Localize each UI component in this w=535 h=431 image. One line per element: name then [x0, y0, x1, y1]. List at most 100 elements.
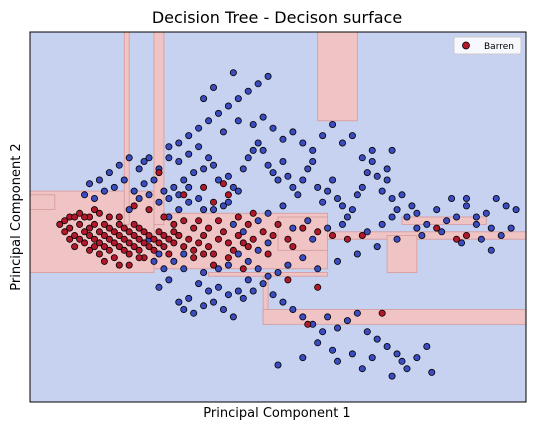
y-axis-label: Principal Component 2	[9, 143, 24, 290]
point-other-68	[418, 231, 426, 239]
point-other-148	[319, 132, 327, 140]
point-other-149	[329, 121, 337, 129]
point-other-140	[219, 128, 227, 136]
point-barren-29	[115, 231, 123, 239]
point-other-120	[314, 339, 322, 347]
point-other-144	[279, 135, 287, 143]
point-barren-87	[462, 231, 470, 239]
point-barren-88	[234, 213, 242, 221]
point-other-214	[200, 268, 208, 276]
point-other-196	[388, 213, 396, 221]
point-barren-11	[86, 231, 94, 239]
point-other-156	[145, 154, 153, 162]
point-other-146	[299, 139, 307, 147]
point-other-8	[175, 157, 183, 165]
point-other-162	[100, 187, 108, 195]
point-barren-80	[299, 224, 307, 232]
point-other-102	[324, 313, 332, 321]
point-other-213	[264, 239, 272, 247]
point-other-20	[249, 146, 257, 154]
point-other-159	[130, 187, 138, 195]
point-other-174	[160, 187, 168, 195]
point-barren-38	[130, 231, 138, 239]
point-barren-116	[190, 254, 198, 262]
point-other-52	[408, 202, 416, 210]
point-barren-65	[210, 250, 218, 258]
point-barren-117	[200, 250, 208, 258]
point-barren-66	[214, 235, 222, 243]
point-other-135	[264, 72, 272, 80]
point-other-126	[175, 139, 183, 147]
point-barren-55	[165, 250, 173, 258]
point-barren-61	[190, 246, 198, 254]
point-barren-22	[105, 224, 113, 232]
point-other-63	[512, 206, 520, 214]
point-barren-120	[239, 265, 247, 273]
point-barren-30	[115, 243, 123, 251]
point-other-110	[398, 357, 406, 365]
point-other-134	[254, 80, 262, 88]
point-other-182	[219, 202, 227, 210]
point-other-97	[279, 298, 287, 306]
point-other-171	[135, 194, 143, 202]
point-other-132	[234, 95, 242, 103]
point-barren-93	[190, 224, 198, 232]
point-other-25	[274, 176, 282, 184]
point-other-9	[185, 150, 193, 158]
chart-title: Decision Tree - Decison surface	[152, 8, 402, 27]
point-barren-126	[378, 309, 386, 317]
point-other-89	[200, 302, 208, 310]
point-other-191	[309, 235, 317, 243]
point-barren-35	[125, 239, 133, 247]
point-barren-68	[224, 239, 232, 247]
point-other-169	[86, 180, 94, 188]
point-other-130	[214, 109, 222, 117]
point-other-60	[482, 209, 490, 217]
point-barren-47	[145, 243, 153, 251]
x-axis-label: Principal Component 1	[203, 406, 350, 421]
surface-region-barren-6	[317, 32, 358, 122]
point-other-203	[507, 224, 515, 232]
point-barren-5	[71, 243, 79, 251]
point-barren-19	[100, 220, 108, 228]
point-other-186	[254, 217, 262, 225]
point-other-28	[289, 183, 297, 191]
point-barren-128	[284, 276, 292, 284]
point-other-119	[274, 361, 282, 369]
point-barren-40	[135, 224, 143, 232]
point-other-116	[358, 365, 366, 373]
point-other-84	[195, 280, 203, 288]
point-barren-100	[105, 213, 113, 221]
point-other-86	[175, 298, 183, 306]
point-barren-43	[140, 228, 148, 236]
point-other-23	[264, 161, 272, 169]
point-other-166	[115, 161, 123, 169]
point-barren-46	[145, 231, 153, 239]
point-barren-26	[110, 239, 118, 247]
point-other-16	[229, 183, 237, 191]
point-other-26	[279, 157, 287, 165]
point-other-11	[195, 143, 203, 151]
point-other-127	[185, 132, 193, 140]
point-other-210	[234, 250, 242, 258]
point-other-37	[334, 194, 342, 202]
point-other-106	[363, 328, 371, 336]
point-other-151	[348, 132, 356, 140]
point-other-179	[185, 183, 193, 191]
point-barren-18	[95, 250, 103, 258]
point-other-19	[244, 154, 252, 162]
point-barren-41	[135, 235, 143, 243]
point-barren-74	[259, 228, 267, 236]
point-barren-115	[195, 217, 203, 225]
point-barren-59	[180, 243, 188, 251]
point-barren-122	[115, 261, 123, 269]
point-other-94	[249, 287, 257, 295]
point-other-181	[210, 206, 218, 214]
point-other-56	[443, 217, 451, 225]
point-barren-3	[66, 235, 74, 243]
point-barren-25	[110, 228, 118, 236]
point-other-98	[289, 305, 297, 313]
point-other-69	[393, 235, 401, 243]
point-barren-94	[180, 217, 188, 225]
point-other-183	[224, 198, 232, 206]
